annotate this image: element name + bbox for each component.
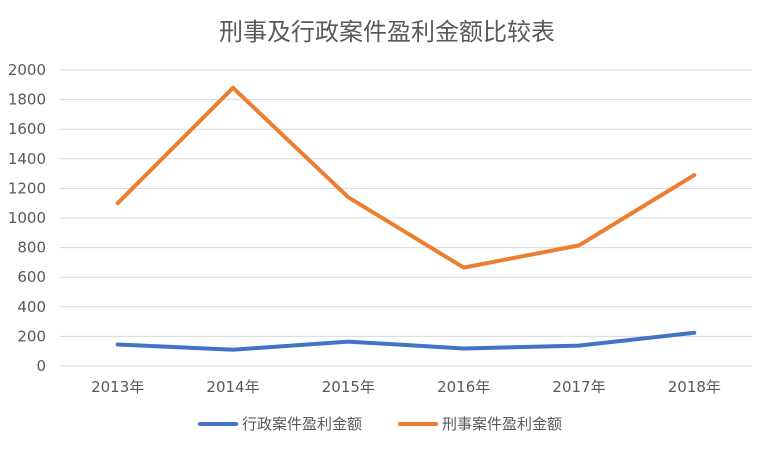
y-tick-label: 800	[17, 239, 46, 257]
y-tick-label: 1000	[8, 209, 46, 227]
x-tick-label: 2016年	[437, 378, 490, 396]
series-line-1	[115, 85, 697, 270]
x-tick-label: 2014年	[206, 378, 259, 396]
y-tick-label: 1400	[8, 150, 46, 168]
legend-label-1: 刑事案件盈利金额	[442, 415, 562, 433]
y-tick-label: 400	[17, 298, 46, 316]
x-axis-ticks: 2013年 2014年 2015年 2016年 2017年 2018年	[91, 378, 721, 396]
legend-label-0: 行政案件盈利金额	[242, 415, 362, 433]
legend: 行政案件盈利金额 刑事案件盈利金额	[198, 415, 562, 433]
series-lines	[115, 85, 697, 352]
gridlines	[60, 69, 752, 367]
y-tick-label: 1200	[8, 179, 46, 197]
y-axis-ticks: 0 200 400 600 800 1000 1200 1400 1600 1800 2000	[8, 61, 46, 375]
y-tick-label: 0	[36, 357, 46, 375]
x-tick-label: 2013年	[91, 378, 144, 396]
y-tick-label: 2000	[8, 61, 46, 79]
chart-title: 刑事及行政案件盈利金额比较表	[219, 18, 555, 46]
y-tick-label: 200	[17, 327, 46, 345]
x-tick-label: 2015年	[322, 378, 375, 396]
y-tick-label: 1600	[8, 120, 46, 138]
x-tick-label: 2018年	[668, 378, 721, 396]
x-tick-label: 2017年	[552, 378, 605, 396]
y-tick-label: 600	[17, 268, 46, 286]
series-line-0	[115, 330, 697, 352]
y-tick-label: 1800	[8, 91, 46, 109]
